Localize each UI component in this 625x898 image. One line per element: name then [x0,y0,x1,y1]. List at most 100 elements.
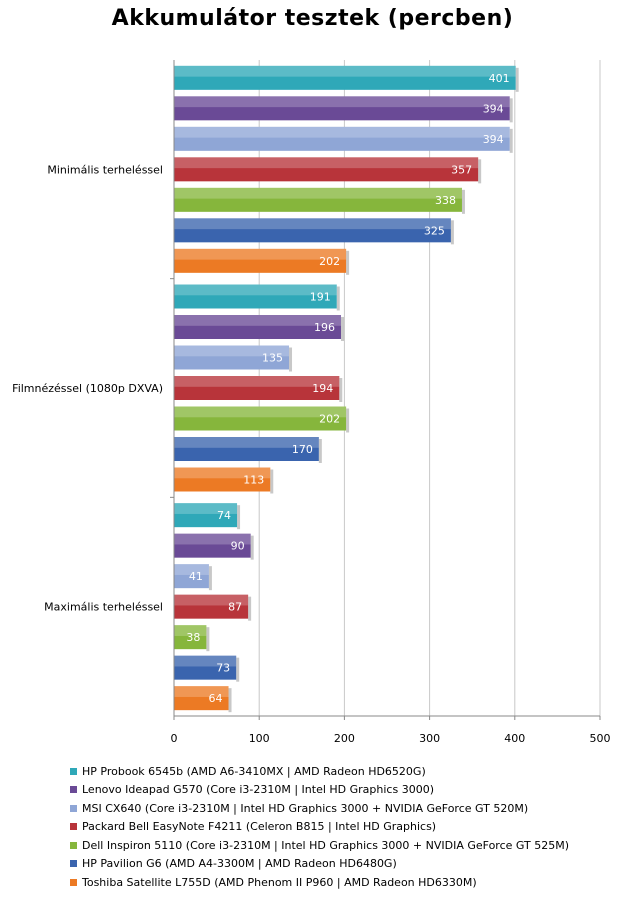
x-tick-label: 400 [504,732,525,745]
bar-shadow [346,408,350,433]
bar-highlight [174,686,229,697]
bar-shadow [250,535,254,560]
data-label: 41 [189,570,203,583]
bar-shadow [450,220,454,245]
legend-label: Packard Bell EasyNote F4211 (Celeron B81… [82,820,437,834]
bar [174,437,319,461]
legend-item: HP Probook 6545b (AMD A6-3410MX | AMD Ra… [70,762,610,781]
bar [174,315,341,339]
data-label: 87 [228,601,242,614]
x-tick-label: 100 [249,732,270,745]
data-label: 38 [186,631,200,644]
bar-shadow [346,250,350,275]
bar-highlight [174,406,347,418]
bar-shadow [208,566,212,591]
bar [174,655,237,680]
bar-highlight [174,345,290,357]
bar-shadow [270,469,274,494]
bar-highlight [174,157,479,169]
bar [174,376,340,400]
bar-shadow [228,688,232,713]
labels: 0 100 200 300 400 500 Minimális terheléssel 401… [12,72,610,745]
bar-shadow [236,657,240,682]
category-label: Minimális terheléssel [47,163,163,176]
legend-swatch [70,767,77,775]
legend-swatch [70,823,77,831]
data-label: 357 [451,163,472,176]
bar-highlight [174,564,209,575]
legend-item: Packard Bell EasyNote F4211 (Celeron B81… [70,818,610,837]
bar-highlight [174,187,462,199]
category-label: Filmnézéssel (1080p DXVA) [12,382,163,395]
bar-highlight [174,533,251,545]
bar [174,187,462,212]
data-label: 113 [243,474,264,487]
bar [174,284,337,309]
bar-shadow [206,627,210,652]
bar [174,503,238,528]
legend-item: HP Pavilion G6 (AMD A4-3300M | AMD Radeo… [70,855,610,874]
legend-item: MSI CX640 (Core i3-2310M | Intel HD Grap… [70,799,610,818]
category-label: Maximális terheléssel [44,601,163,614]
bar-highlight [174,248,347,260]
bar-shadow [509,128,513,153]
bar [174,625,207,650]
bar-highlight [174,218,451,230]
bar-shadow [515,67,519,92]
bars [174,65,519,713]
legend-label: HP Pavilion G6 (AMD A4-3300M | AMD Radeo… [82,857,397,871]
legend-label: Toshiba Satellite L755D (AMD Phenom II P… [82,875,477,889]
legend-item: Lenovo Ideapad G570 (Core i3-2310M | Int… [70,781,610,800]
bar [174,533,251,558]
bar-shadow [318,439,322,463]
x-tick-label: 300 [419,732,440,745]
bar [174,594,249,619]
data-label: 325 [424,224,445,237]
bar-highlight [174,437,319,448]
bar-highlight [174,126,510,138]
bar [174,248,347,273]
bar-highlight [174,467,271,479]
data-label: 135 [262,352,283,365]
bar-shadow [509,98,513,123]
legend-swatch [70,786,77,794]
bar [174,467,271,492]
bar-highlight [174,594,249,606]
legend-label: Dell Inspiron 5110 (Core i3-2310M | Inte… [82,838,570,852]
legend-swatch [70,860,77,868]
data-label: 202 [319,255,340,268]
bar-highlight [174,315,341,326]
bar-highlight [174,503,238,514]
bar [174,96,510,121]
bar [174,65,516,90]
legend-swatch [70,804,77,812]
bar [174,126,510,151]
data-label: 394 [483,133,504,146]
legend-label: HP Probook 6545b (AMD A6-3410MX | AMD Ra… [82,764,426,778]
legend-label: Lenovo Ideapad G570 (Core i3-2310M | Int… [82,783,434,797]
data-label: 202 [319,413,340,426]
data-label: 74 [217,509,231,522]
data-label: 401 [489,72,510,85]
legend: HP Probook 6545b (AMD A6-3410MX | AMD Ra… [70,762,610,892]
bar-chart: 0 100 200 300 400 500 Minimális terheléssel 401… [12,60,611,745]
data-label: 194 [312,382,333,395]
data-label: 191 [310,291,331,304]
bar-highlight [174,655,237,667]
bar-shadow [461,189,465,214]
data-label: 73 [216,662,230,675]
bar [174,564,209,589]
legend-label: MSI CX640 (Core i3-2310M | Intel HD Grap… [82,801,529,815]
data-label: 90 [231,540,245,553]
bar [174,345,290,370]
x-tick-label: 500 [590,732,611,745]
bar [174,406,347,431]
data-label: 394 [483,102,504,115]
bar-shadow [478,159,482,184]
bar-highlight [174,65,516,77]
legend-item: Dell Inspiron 5110 (Core i3-2310M | Inte… [70,836,610,855]
legend-item: Toshiba Satellite L755D (AMD Phenom II P… [70,873,610,892]
bar-highlight [174,625,207,636]
bar-shadow [336,286,340,311]
legend-swatch [70,878,77,886]
